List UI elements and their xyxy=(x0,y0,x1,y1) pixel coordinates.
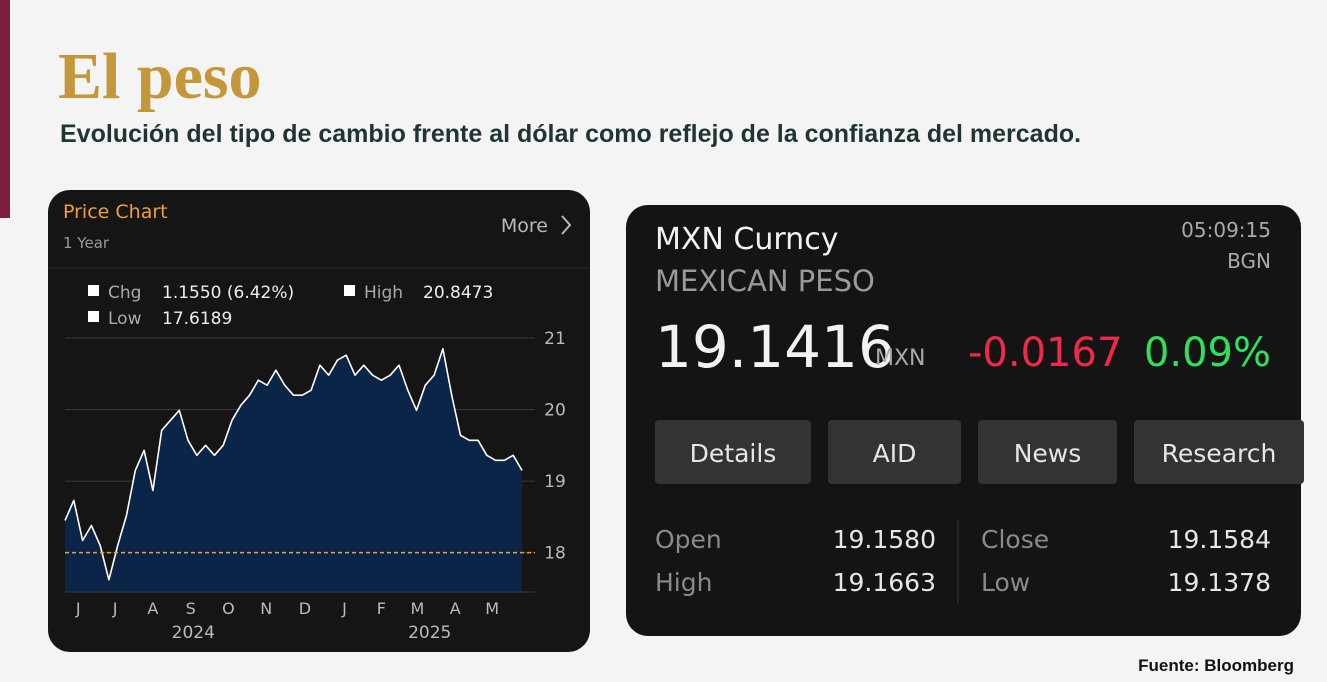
legend-value: 1.1550 (6.42%) xyxy=(162,283,294,303)
title: El peso xyxy=(58,40,262,113)
y-tick-label: 19 xyxy=(544,472,566,492)
x-tick-label: J xyxy=(112,599,118,618)
action-button[interactable] xyxy=(828,420,961,484)
action-button[interactable] xyxy=(978,420,1117,484)
action-button-label[interactable]: News xyxy=(1014,439,1082,468)
ticker: MXN Curncy xyxy=(655,222,838,257)
x-tick-label: M xyxy=(411,599,425,618)
x-tick-label: M xyxy=(485,599,499,618)
stats: Open 19.1580 High 19.1663 Close 19.1584 Low 19.… xyxy=(655,525,1271,597)
x-tick-label: J xyxy=(341,599,347,618)
action-button-label[interactable]: Details xyxy=(690,439,777,468)
currency: MXN xyxy=(875,346,926,371)
y-tick-label: 21 xyxy=(544,329,566,349)
legend-label: High xyxy=(364,283,403,303)
action-button-label[interactable]: AID xyxy=(873,439,917,468)
year-label: 2025 xyxy=(408,623,451,643)
stat-value: 19.1378 xyxy=(1168,568,1271,597)
footer-source: Fuente: Bloomberg xyxy=(1138,656,1294,675)
security-name: MEXICAN PESO xyxy=(655,264,875,298)
more-chevron[interactable] xyxy=(561,215,572,235)
action-button[interactable] xyxy=(1134,420,1304,484)
chart-title: Price Chart xyxy=(63,201,168,223)
x-tick-label: J xyxy=(75,599,81,618)
subtitle: Evolución del tipo de cambio frente al d… xyxy=(60,120,1081,148)
action-button[interactable] xyxy=(655,420,811,484)
change: -0.0167 xyxy=(968,330,1122,376)
stat-value: 19.1663 xyxy=(833,568,936,597)
legend-swatch xyxy=(88,311,99,322)
x-tick-label: O xyxy=(222,599,235,618)
quote-time: 05:09:15 xyxy=(1181,218,1271,242)
y-tick-label: 18 xyxy=(544,544,566,564)
legend-swatch xyxy=(88,285,99,296)
quote-panel xyxy=(626,205,1301,636)
legend-value: 20.8473 xyxy=(423,283,493,303)
action-button-label[interactable]: Research xyxy=(1162,439,1277,468)
year-label: 2024 xyxy=(172,623,215,643)
accent-bar xyxy=(0,0,10,218)
legend-value: 17.6189 xyxy=(162,309,232,329)
x-tick-label: N xyxy=(260,599,272,618)
price-line xyxy=(64,347,523,581)
quote-source: BGN xyxy=(1227,249,1271,273)
x-tick-label: A xyxy=(450,599,461,618)
change-percent: 0.09% xyxy=(1144,330,1271,376)
legend-label: Chg xyxy=(108,283,141,303)
stat-label: High xyxy=(655,568,712,597)
x-tick-label: A xyxy=(147,599,158,618)
chart-subtitle: 1 Year xyxy=(63,234,110,252)
price: 19.1416 xyxy=(655,313,895,381)
button-row: Details AID News Research xyxy=(655,420,1304,484)
legend-swatch xyxy=(344,285,355,296)
x-tick-label: S xyxy=(186,599,196,618)
more-link[interactable]: More xyxy=(501,215,548,237)
stat-label: Open xyxy=(655,525,722,554)
area xyxy=(65,348,522,592)
stat-label: Close xyxy=(981,525,1049,554)
y-tick-label: 20 xyxy=(544,401,566,421)
x-tick-label: F xyxy=(377,599,386,618)
plot: 18 19 20 21 J J A S O N D J F M A M 2024 2025 xyxy=(64,329,566,643)
stat-value: 19.1584 xyxy=(1168,525,1271,554)
stat-value: 19.1580 xyxy=(833,525,936,554)
legend-label: Low xyxy=(108,309,142,329)
stat-label: Low xyxy=(981,568,1030,597)
x-tick-label: D xyxy=(299,599,311,618)
